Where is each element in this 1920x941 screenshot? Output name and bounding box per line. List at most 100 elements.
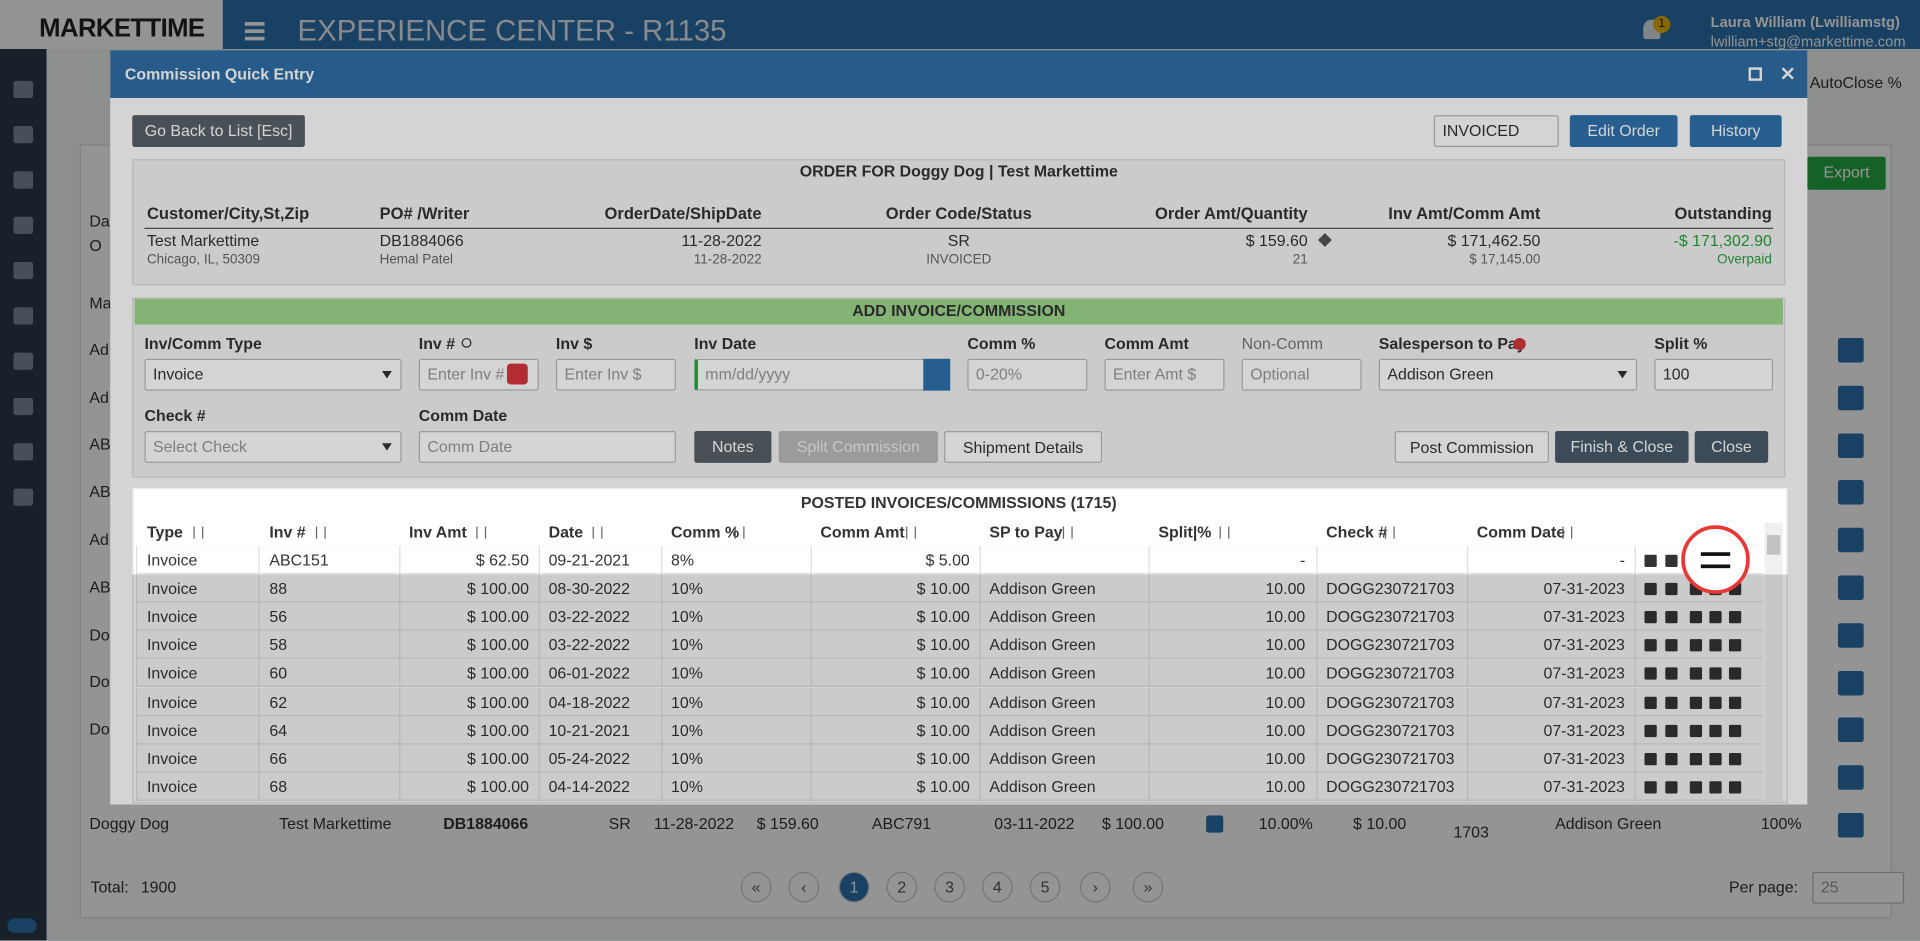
field-input[interactable]: Optional <box>1241 358 1362 391</box>
row-action-icon[interactable] <box>1689 780 1703 794</box>
action-button[interactable]: Split Commission <box>778 431 938 463</box>
row-action-icon[interactable] <box>1665 611 1678 624</box>
column-header[interactable]: Comm Amt <box>820 522 905 542</box>
refresh-icon <box>461 337 472 348</box>
row-action-icon[interactable] <box>1728 667 1742 681</box>
page-button[interactable]: » <box>1132 871 1164 903</box>
table-cell: $ 100.00 <box>467 692 529 711</box>
field-label: Salesperson to Pay <box>1378 334 1526 353</box>
row-action-icon[interactable] <box>1709 667 1722 681</box>
table-cell: 07-31-2023 <box>1543 692 1625 711</box>
row-action-icon[interactable] <box>1728 752 1742 765</box>
row-action-icon[interactable] <box>1689 696 1703 709</box>
row-action-icon[interactable] <box>1709 752 1722 765</box>
row-action-icon[interactable] <box>1665 752 1678 765</box>
action-button[interactable]: Shipment Details <box>944 431 1103 463</box>
row-action-icon[interactable] <box>1644 752 1657 765</box>
row-action-icon[interactable] <box>1644 667 1657 681</box>
row-action-icon[interactable] <box>1644 724 1657 737</box>
scrollbar-thumb <box>1766 535 1781 555</box>
column-header[interactable]: Date <box>548 522 584 542</box>
page-button[interactable]: 2 <box>886 871 918 903</box>
row-action-icon[interactable] <box>1644 639 1657 652</box>
background-cell: Addison Green <box>1555 814 1662 833</box>
cell-border <box>1316 574 1318 603</box>
page-button[interactable]: 3 <box>934 871 965 903</box>
calendar-button[interactable] <box>923 358 951 391</box>
column-header[interactable]: Type <box>146 522 183 542</box>
row-action-icon[interactable] <box>1689 639 1703 652</box>
page-button[interactable]: 5 <box>1029 871 1061 903</box>
row-action-icon[interactable] <box>1728 611 1742 624</box>
field-input[interactable]: Enter Inv $ <box>555 358 676 391</box>
column-header[interactable]: Comm % <box>671 522 740 542</box>
field-input[interactable]: mm/dd/yyyy <box>694 358 951 391</box>
field-input[interactable]: Addison Green <box>1378 358 1638 391</box>
row-action-icon[interactable] <box>1689 752 1703 765</box>
action-button[interactable]: Finish & Close <box>1555 431 1689 463</box>
row-action-icon[interactable] <box>1665 667 1678 681</box>
row-action-icon[interactable] <box>1644 582 1657 596</box>
row-action-icon[interactable] <box>1644 780 1657 794</box>
action-button[interactable]: Close <box>1694 431 1769 463</box>
row-action-icon[interactable] <box>1665 724 1678 737</box>
table-cell: $ 10.00 <box>916 635 970 655</box>
field-input[interactable]: Invoice <box>144 358 402 391</box>
row-action-icon[interactable] <box>1689 667 1703 681</box>
page-button[interactable]: 4 <box>982 871 1013 903</box>
edit-order-button[interactable]: Edit Order <box>1569 115 1678 147</box>
row-action-icon[interactable] <box>1728 724 1742 737</box>
expand-icon[interactable] <box>1748 67 1763 81</box>
row-action-icon[interactable] <box>1665 696 1678 709</box>
field-input[interactable]: 100 <box>1654 358 1774 391</box>
row-action-icon[interactable] <box>1665 582 1678 596</box>
column-header[interactable]: Check # <box>1326 522 1388 542</box>
field-input[interactable]: Select Check <box>144 431 402 463</box>
field-label: Comm % <box>967 334 1036 353</box>
table-cell: Invoice <box>146 777 198 796</box>
row-action-icon[interactable] <box>1709 780 1722 794</box>
page-button[interactable]: 1 <box>838 871 870 903</box>
cell-border <box>399 602 401 631</box>
column-header[interactable]: Inv Amt <box>408 522 467 542</box>
table-cell: 10% <box>671 777 703 796</box>
action-button[interactable]: Post Commission <box>1394 431 1549 463</box>
row-action-icon[interactable] <box>1689 611 1703 624</box>
highlight-circle[interactable] <box>1681 525 1750 594</box>
cell-border <box>1466 744 1469 773</box>
page-button[interactable]: ‹ <box>788 871 820 903</box>
field-input[interactable]: Enter Inv # <box>418 358 539 391</box>
row-action-icon[interactable] <box>1709 724 1722 737</box>
row-action-icon[interactable] <box>1709 696 1722 709</box>
table-cell: Invoice <box>146 551 198 570</box>
field-input[interactable]: Comm Date <box>418 431 676 463</box>
column-header[interactable]: SP to Pay <box>989 522 1063 542</box>
column-header[interactable]: Split|% <box>1158 522 1212 542</box>
export-button[interactable]: Export <box>1807 156 1886 190</box>
row-action-icon[interactable] <box>1644 554 1657 567</box>
row-action-icon[interactable] <box>1709 611 1722 624</box>
page-button[interactable]: › <box>1080 871 1111 903</box>
row-action-icon[interactable] <box>1665 780 1678 794</box>
row-action-icon[interactable] <box>1709 639 1722 652</box>
row-action-icon[interactable] <box>1689 724 1703 737</box>
column-header[interactable]: Inv # <box>269 522 306 542</box>
row-action-icon[interactable] <box>1728 639 1742 652</box>
per-page-select[interactable]: 25 <box>1812 871 1905 904</box>
row-action-icon[interactable] <box>1665 639 1678 652</box>
page-button[interactable]: « <box>740 871 772 903</box>
row-action-icon[interactable] <box>1644 611 1657 624</box>
inv-number-button[interactable] <box>506 363 528 385</box>
row-action-icon[interactable] <box>1644 696 1657 709</box>
action-button[interactable]: Notes <box>694 431 772 463</box>
row-action-icon[interactable] <box>1665 554 1678 567</box>
back-button[interactable]: Go Back to List [Esc] <box>132 115 305 147</box>
row-action-icon[interactable] <box>1728 696 1742 709</box>
field-input[interactable]: Enter Amt $ <box>1104 358 1225 391</box>
column-header[interactable]: Comm Date <box>1476 522 1566 542</box>
status-select[interactable]: INVOICED <box>1433 115 1559 147</box>
cell-border <box>1466 715 1469 744</box>
field-input[interactable]: 0-20% <box>967 358 1088 391</box>
row-action-icon[interactable] <box>1728 780 1742 794</box>
history-button[interactable]: History <box>1689 115 1782 147</box>
